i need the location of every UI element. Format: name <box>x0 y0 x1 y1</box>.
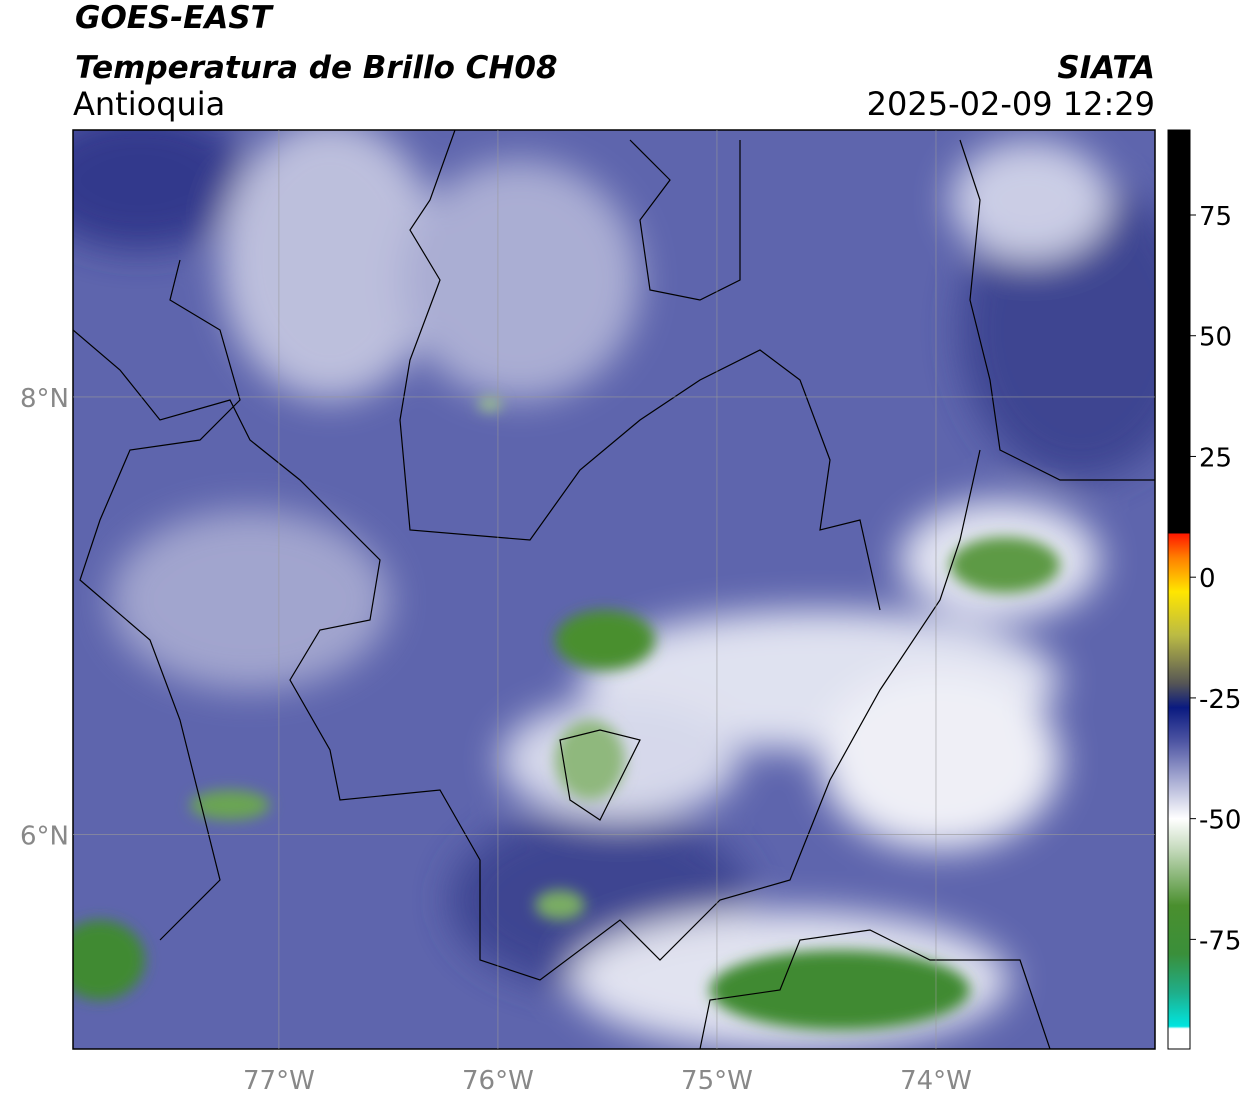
source: SIATA <box>1057 50 1155 86</box>
y-tick-label: 8°N <box>20 384 69 414</box>
x-tick-label: 74°W <box>900 1066 972 1096</box>
colorbar-tick-label: 0 <box>1199 564 1216 594</box>
map-image <box>73 130 1155 1049</box>
colorbar-tick-label: -25 <box>1199 685 1241 715</box>
map-frame <box>72 129 1156 1050</box>
colorbar-tick-label: 25 <box>1199 443 1232 473</box>
colorbar-tick-label: 75 <box>1199 202 1232 232</box>
y-tick-label: 6°N <box>20 822 69 852</box>
colorbar-tick-label: -75 <box>1199 926 1241 956</box>
datetime: 2025-02-09 12:29 <box>867 85 1155 123</box>
colorbar-tick-label: -50 <box>1199 806 1241 836</box>
x-tick-label: 75°W <box>681 1066 753 1096</box>
colorbar <box>1167 129 1191 1050</box>
region: Antioquia <box>73 85 225 123</box>
x-tick-label: 76°W <box>462 1066 534 1096</box>
subtitle: Temperatura de Brillo CH08 <box>75 50 558 86</box>
title: GOES-EAST <box>75 0 275 36</box>
colorbar-tick-label: 50 <box>1199 323 1232 353</box>
x-tick-label: 77°W <box>243 1066 315 1096</box>
